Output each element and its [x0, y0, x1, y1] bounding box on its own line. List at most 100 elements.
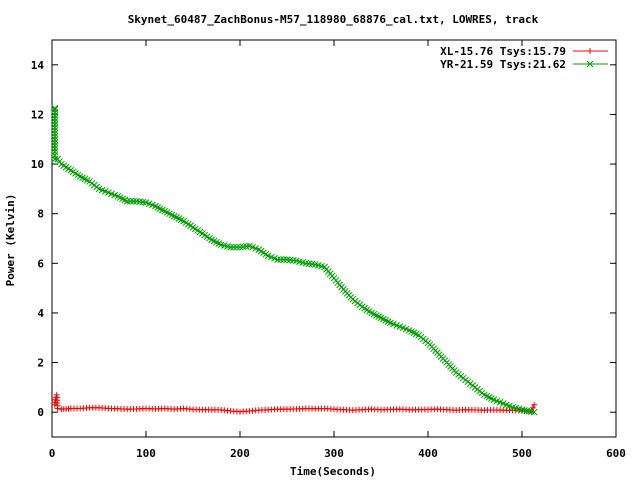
data-point — [274, 256, 281, 263]
data-point — [199, 230, 206, 237]
data-point — [98, 186, 106, 194]
data-point — [159, 206, 166, 214]
data-point — [485, 393, 493, 401]
data-point — [105, 189, 112, 196]
data-point — [260, 249, 267, 257]
data-point — [370, 310, 378, 318]
data-point — [76, 173, 84, 180]
data-point — [377, 314, 385, 322]
data-point — [481, 391, 488, 399]
data-point — [72, 170, 79, 177]
data-point — [493, 397, 501, 405]
data-point — [390, 320, 397, 328]
data-point — [483, 392, 491, 400]
legend-marker — [586, 60, 594, 68]
data-point — [51, 121, 59, 128]
data-point — [314, 262, 322, 269]
data-point — [69, 168, 77, 176]
data-point — [308, 260, 316, 268]
data-point — [79, 174, 86, 182]
data-point — [114, 192, 122, 200]
data-point — [51, 109, 59, 116]
data-point — [163, 209, 171, 216]
data-point — [283, 256, 291, 263]
data-point — [379, 315, 387, 323]
data-point — [296, 258, 303, 266]
data-point — [286, 256, 294, 264]
data-point — [191, 225, 199, 233]
data-point — [126, 197, 134, 205]
data-point — [51, 136, 59, 143]
y-tick-label: 8 — [37, 208, 44, 221]
data-point — [123, 197, 131, 205]
data-point — [412, 330, 420, 338]
data-point — [156, 205, 164, 213]
data-point — [396, 323, 404, 330]
data-point — [490, 396, 498, 404]
data-point — [496, 398, 504, 406]
y-tick-label: 0 — [37, 406, 44, 419]
data-point — [111, 191, 119, 199]
series-line — [54, 108, 535, 413]
data-point — [65, 165, 72, 173]
data-point — [184, 220, 192, 228]
data-point — [51, 112, 59, 119]
data-point — [62, 163, 70, 171]
y-tick-label: 2 — [37, 357, 44, 370]
data-point — [175, 215, 183, 223]
data-point — [187, 222, 195, 230]
data-point — [230, 243, 238, 251]
data-point — [255, 246, 263, 254]
data-point — [83, 176, 91, 184]
x-tick-label: 100 — [136, 447, 156, 460]
data-point — [277, 256, 285, 263]
data-point — [81, 175, 89, 183]
y-tick-label: 6 — [37, 257, 44, 270]
data-point — [215, 240, 223, 247]
data-point — [121, 196, 129, 204]
data-point — [170, 212, 178, 220]
data-point — [387, 319, 394, 327]
data-point — [262, 250, 270, 258]
data-point — [51, 124, 59, 131]
data-point — [393, 321, 401, 329]
data-point — [101, 188, 109, 195]
legend-label: YR-21.59 Tsys:21.62 — [440, 58, 566, 71]
data-point — [130, 197, 137, 205]
data-point — [194, 227, 202, 234]
data-point — [384, 318, 392, 325]
data-point — [148, 201, 156, 209]
y-tick-label: 14 — [31, 59, 45, 72]
x-tick-label: 0 — [49, 447, 56, 460]
data-point — [51, 106, 59, 113]
x-tick-label: 400 — [418, 447, 438, 460]
y-tick-label: 12 — [31, 108, 44, 121]
data-point — [227, 243, 234, 251]
data-point — [405, 326, 413, 334]
data-point — [252, 245, 260, 252]
data-point — [410, 329, 418, 337]
data-point — [402, 325, 410, 333]
x-tick-label: 200 — [230, 447, 250, 460]
series-2 — [51, 104, 538, 416]
data-point — [116, 194, 124, 201]
data-point — [515, 405, 523, 413]
data-point — [168, 211, 176, 219]
data-point — [271, 254, 278, 262]
data-point — [95, 185, 103, 193]
data-point — [201, 231, 209, 239]
y-tick-label: 10 — [31, 158, 44, 171]
data-point — [408, 328, 415, 335]
data-point — [177, 216, 185, 224]
data-point — [51, 142, 59, 149]
data-point — [51, 139, 59, 146]
data-point — [208, 236, 216, 244]
data-point — [363, 306, 371, 314]
data-point — [60, 162, 68, 169]
data-point — [206, 234, 213, 242]
data-point — [119, 195, 126, 203]
data-point — [502, 401, 510, 409]
data-point — [528, 408, 535, 416]
x-tick-label: 300 — [324, 447, 344, 460]
